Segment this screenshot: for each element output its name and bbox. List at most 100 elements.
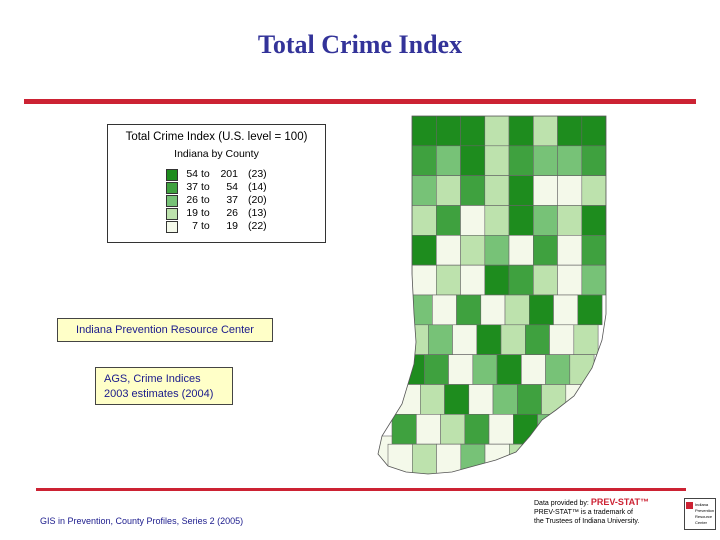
county-region	[484, 264, 510, 296]
county-region	[573, 324, 599, 355]
legend-count: (23)	[248, 168, 267, 180]
legend-low: 7	[192, 220, 198, 232]
legend-swatch	[166, 182, 178, 194]
county-region	[484, 145, 510, 176]
county-region	[415, 413, 441, 445]
county-region	[581, 175, 606, 206]
credit-provided-by: Data provided by:	[534, 500, 589, 507]
county-region	[436, 175, 461, 206]
county-region	[411, 145, 437, 176]
county-region	[581, 145, 606, 176]
county-region	[460, 145, 486, 176]
county-region	[419, 384, 445, 415]
legend-low: 37	[186, 181, 198, 193]
county-region	[549, 324, 575, 355]
county-region	[460, 205, 486, 236]
county-region	[440, 413, 466, 445]
legend-count: (22)	[248, 220, 267, 232]
county-region	[508, 264, 534, 296]
county-region	[504, 294, 530, 326]
county-region	[581, 116, 606, 147]
county-region	[533, 264, 558, 296]
county-region	[448, 354, 474, 385]
county-region	[557, 145, 583, 176]
county-region	[411, 175, 437, 206]
county-region	[492, 384, 518, 415]
legend-swatch	[166, 169, 178, 181]
legend-high: 26	[226, 207, 238, 219]
legend-swatch	[166, 195, 178, 207]
county-region	[460, 443, 486, 474]
county-region	[407, 294, 433, 326]
county-region	[509, 443, 534, 474]
legend-to: to	[201, 194, 210, 206]
county-region	[411, 235, 437, 266]
county-region	[391, 413, 417, 445]
legend-to: to	[201, 168, 210, 180]
legend-high: 19	[226, 220, 238, 232]
source-line-2: 2003 estimates (2004)	[104, 388, 214, 400]
county-region	[423, 354, 449, 385]
county-region	[508, 175, 534, 206]
county-region	[533, 145, 558, 176]
county-region	[541, 384, 567, 415]
top-divider	[24, 99, 696, 104]
logo-line-3: Resource	[695, 514, 713, 519]
slide-title: Total Crime Index	[257, 30, 463, 59]
county-region	[557, 235, 583, 266]
county-region	[533, 443, 559, 474]
county-region	[484, 116, 510, 147]
legend-low: 54	[186, 168, 198, 180]
county-region	[557, 443, 583, 474]
legend-high: 54	[226, 181, 238, 193]
county-region	[472, 354, 498, 385]
county-region	[464, 413, 490, 445]
county-region	[581, 205, 606, 236]
data-credit: Data provided by: PREV-STAT™ PREV-STAT™ …	[534, 498, 666, 526]
county-region	[533, 205, 558, 236]
iprc-logo: Indiana Prevention Resource Center	[684, 498, 716, 530]
county-region	[452, 324, 478, 355]
county-region	[569, 354, 595, 385]
county-region	[436, 145, 461, 176]
county-region	[444, 384, 470, 415]
county-region	[508, 145, 534, 176]
legend-to: to	[201, 181, 210, 193]
map-legend: Total Crime Index (U.S. level = 100) Ind…	[107, 124, 326, 243]
logo-line-4: Center	[695, 520, 708, 525]
county-region	[468, 384, 494, 415]
credit-trademark-2: the Trustees of Indiana University.	[534, 518, 640, 525]
legend-to: to	[201, 207, 210, 219]
credit-provider: Data provided by: PREV-STAT™	[534, 498, 666, 508]
county-region	[577, 294, 603, 326]
legend-swatch	[166, 221, 178, 233]
county-region	[557, 205, 583, 236]
county-region	[557, 175, 583, 206]
legend-high: 201	[220, 168, 238, 180]
legend-to: to	[201, 220, 210, 232]
county-region	[436, 116, 461, 147]
county-region	[508, 205, 534, 236]
county-region	[488, 413, 514, 445]
legend-subtitle: Indiana by County	[174, 148, 259, 160]
county-region	[460, 116, 486, 147]
county-region	[431, 294, 457, 326]
county-region	[436, 264, 461, 296]
county-region	[496, 354, 522, 385]
county-region	[561, 413, 587, 445]
county-region	[436, 443, 462, 474]
county-region	[460, 235, 486, 266]
county-region	[508, 116, 534, 147]
county-region	[581, 235, 606, 266]
county-region	[395, 384, 421, 415]
county-region	[411, 443, 437, 474]
county-region	[557, 264, 583, 296]
organization-label: Indiana Prevention Resource Center	[57, 318, 273, 342]
county-region	[513, 413, 538, 445]
indiana-county-map	[377, 115, 607, 475]
data-source-label: AGS, Crime Indices 2003 estimates (2004)	[95, 367, 233, 405]
county-region	[460, 175, 486, 206]
county-region	[436, 205, 461, 236]
county-region	[484, 175, 510, 206]
county-region	[533, 116, 558, 147]
